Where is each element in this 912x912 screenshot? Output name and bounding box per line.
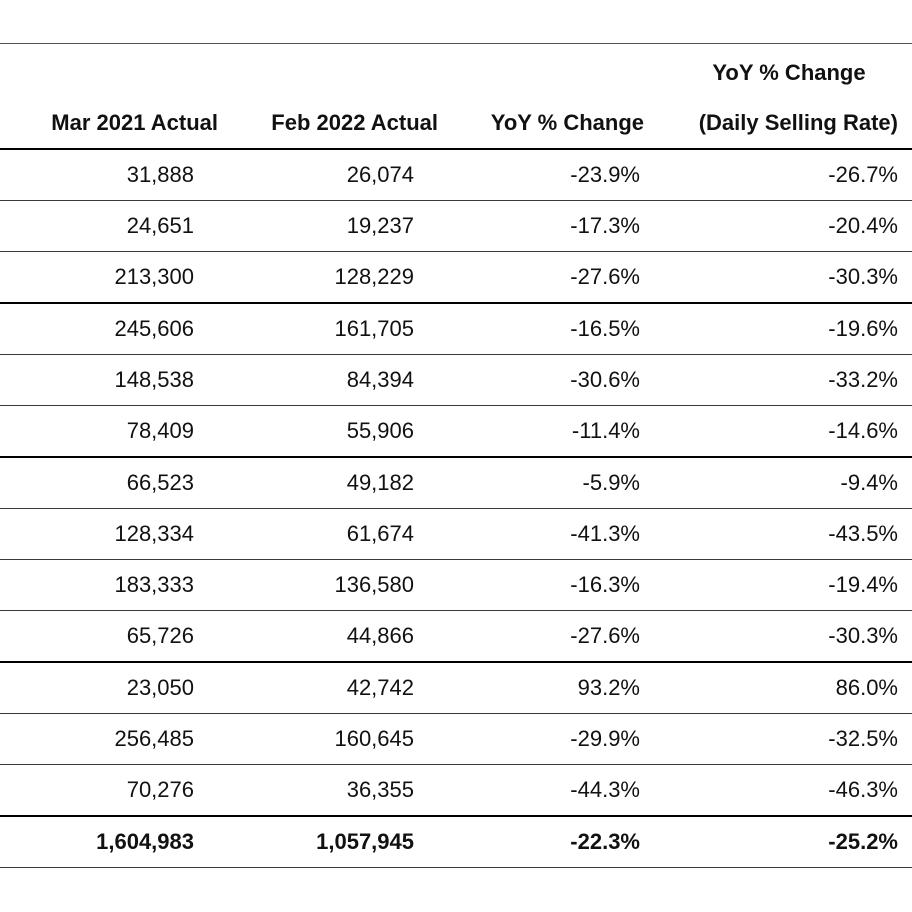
cell-yoy-change: -5.9% [448,457,656,509]
cell-feb-2022: 136,580 [228,559,448,611]
table-row: 213,300 128,229 -27.6% -30.3% [0,251,912,304]
cell-yoy-change: -44.3% [448,764,656,817]
cell-daily-rate-change: -43.5% [656,508,912,560]
cell-yoy-change: -41.3% [448,508,656,560]
cell-mar-2021: 24,651 [0,200,228,252]
cell-daily-rate-change: -14.6% [656,405,912,458]
table-body: 31,888 26,074 -23.9% -26.7% 24,651 19,23… [0,149,912,868]
cell-feb-2022: 49,182 [228,457,448,509]
cell-mar-2021: 213,300 [0,251,228,304]
table-row: 256,485 160,645 -29.9% -32.5% [0,713,912,765]
cell-daily-rate-change: -9.4% [656,457,912,509]
total-yoy-change: -22.3% [448,816,656,868]
cell-yoy-change: -11.4% [448,405,656,458]
cell-daily-rate-change: -33.2% [656,354,912,406]
column-header-mar-2021: Mar 2021 Actual [0,98,228,150]
cell-mar-2021: 256,485 [0,713,228,765]
cell-mar-2021: 78,409 [0,405,228,458]
cell-daily-rate-change: -30.3% [656,610,912,663]
cell-feb-2022: 42,742 [228,662,448,714]
table-row: 24,651 19,237 -17.3% -20.4% [0,200,912,252]
column-header-row: Mar 2021 Actual Feb 2022 Actual YoY % Ch… [0,98,912,150]
cell-feb-2022: 61,674 [228,508,448,560]
cell-mar-2021: 128,334 [0,508,228,560]
table-row: 78,409 55,906 -11.4% -14.6% [0,405,912,458]
cell-mar-2021: 70,276 [0,764,228,817]
cell-daily-rate-change: -26.7% [656,149,912,201]
cell-yoy-change: -27.6% [448,610,656,663]
total-daily-rate-change: -25.2% [656,816,912,868]
cell-yoy-change: -30.6% [448,354,656,406]
total-mar-2021: 1,604,983 [0,816,228,868]
super-header-yoy: YoY % Change [712,60,866,85]
table-row: 31,888 26,074 -23.9% -26.7% [0,149,912,201]
cell-daily-rate-change: -30.3% [656,251,912,304]
super-header-row: YoY % Change [0,48,912,98]
cell-feb-2022: 161,705 [228,303,448,355]
cell-yoy-change: 93.2% [448,662,656,714]
sales-comparison-table: YoY % Change Mar 2021 Actual Feb 2022 Ac… [0,48,912,868]
table-row: 70,276 36,355 -44.3% -46.3% [0,764,912,817]
table-row: 66,523 49,182 -5.9% -9.4% [0,457,912,509]
cell-yoy-change: -23.9% [448,149,656,201]
column-header-yoy-change: YoY % Change [448,98,656,150]
cell-mar-2021: 65,726 [0,610,228,663]
cell-mar-2021: 183,333 [0,559,228,611]
table-row: 128,334 61,674 -41.3% -43.5% [0,508,912,560]
cell-feb-2022: 128,229 [228,251,448,304]
table-row: 65,726 44,866 -27.6% -30.3% [0,610,912,663]
cell-yoy-change: -27.6% [448,251,656,304]
column-header-daily-selling-rate: (Daily Selling Rate) [656,98,912,150]
cell-mar-2021: 148,538 [0,354,228,406]
table-header: YoY % Change Mar 2021 Actual Feb 2022 Ac… [0,48,912,150]
cell-mar-2021: 66,523 [0,457,228,509]
table-row: 245,606 161,705 -16.5% -19.6% [0,303,912,355]
cell-feb-2022: 36,355 [228,764,448,817]
cell-daily-rate-change: 86.0% [656,662,912,714]
table-row: 23,050 42,742 93.2% 86.0% [0,662,912,714]
cell-daily-rate-change: -32.5% [656,713,912,765]
cell-mar-2021: 31,888 [0,149,228,201]
cell-feb-2022: 55,906 [228,405,448,458]
cell-mar-2021: 245,606 [0,303,228,355]
cell-yoy-change: -16.5% [448,303,656,355]
total-row: 1,604,983 1,057,945 -22.3% -25.2% [0,816,912,868]
cell-feb-2022: 19,237 [228,200,448,252]
cell-yoy-change: -16.3% [448,559,656,611]
cell-yoy-change: -29.9% [448,713,656,765]
cell-daily-rate-change: -19.4% [656,559,912,611]
top-rule [0,43,912,44]
cell-feb-2022: 160,645 [228,713,448,765]
table-row: 183,333 136,580 -16.3% -19.4% [0,559,912,611]
cell-feb-2022: 44,866 [228,610,448,663]
cell-feb-2022: 26,074 [228,149,448,201]
cell-mar-2021: 23,050 [0,662,228,714]
cell-daily-rate-change: -19.6% [656,303,912,355]
cell-daily-rate-change: -20.4% [656,200,912,252]
total-feb-2022: 1,057,945 [228,816,448,868]
cell-yoy-change: -17.3% [448,200,656,252]
cell-daily-rate-change: -46.3% [656,764,912,817]
table-row: 148,538 84,394 -30.6% -33.2% [0,354,912,406]
column-header-feb-2022: Feb 2022 Actual [228,98,448,150]
cell-feb-2022: 84,394 [228,354,448,406]
